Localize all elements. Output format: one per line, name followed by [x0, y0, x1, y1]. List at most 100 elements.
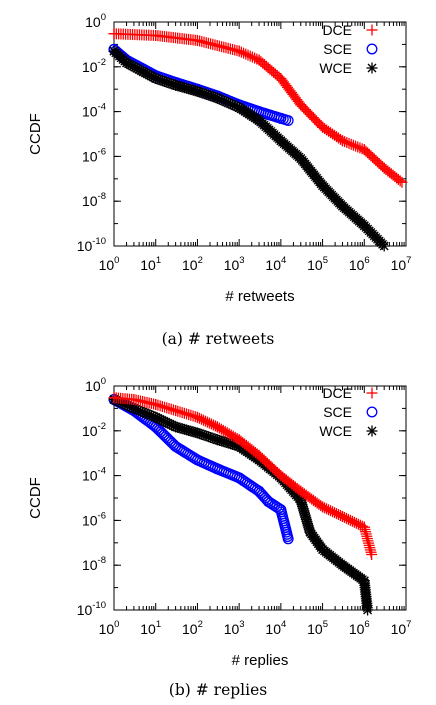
- data-point-dce: [150, 29, 162, 41]
- data-point-wce: [170, 79, 182, 91]
- marker-dce: [345, 138, 357, 150]
- marker-dce: [185, 409, 197, 421]
- figure-caption: (b) # replies: [169, 681, 267, 699]
- data-point-dce: [211, 421, 223, 433]
- data-point-dce: [150, 398, 162, 410]
- data-point-dce: [295, 99, 307, 111]
- y-tick-label: 10-6: [82, 146, 106, 164]
- x-tick-label: 104: [265, 255, 286, 273]
- legend-marker-dce: [366, 24, 378, 36]
- data-point-wce: [336, 200, 348, 212]
- legend-marker-wce: [366, 62, 378, 74]
- y-axis-label: CCDF: [27, 477, 44, 519]
- series-dce: [108, 392, 378, 561]
- data-point-dce: [108, 392, 120, 404]
- series-sce: [108, 43, 294, 126]
- y-axis-label: CCDF: [27, 113, 44, 155]
- y-tick-label: 10-10: [77, 236, 106, 254]
- data-point-dce: [128, 393, 140, 405]
- data-point-sce: [275, 504, 287, 516]
- x-tick-label: 100: [99, 255, 120, 273]
- marker-dce: [178, 407, 190, 419]
- legend-label-sce: SCE: [323, 404, 352, 420]
- marker-dce: [352, 141, 364, 153]
- marker-dce: [341, 137, 353, 149]
- data-point-dce: [358, 144, 370, 156]
- marker-dce: [235, 46, 247, 58]
- y-tick-label: 10-4: [82, 466, 106, 484]
- data-point-wce: [191, 85, 203, 97]
- marker-dce: [152, 399, 164, 411]
- data-point-wce: [150, 73, 162, 85]
- data-point-wce: [211, 92, 223, 104]
- data-point-wce: [150, 411, 162, 423]
- y-tick-label: 10-4: [82, 102, 106, 120]
- x-tick-label: 106: [349, 619, 370, 637]
- data-point-dce: [378, 162, 390, 174]
- data-point-dce: [108, 28, 120, 40]
- legend-label-sce: SCE: [323, 41, 352, 57]
- marker-dce: [347, 139, 359, 151]
- data-point-sce: [191, 454, 203, 466]
- x-axis-label: # retweets: [225, 288, 294, 305]
- data-point-dce: [170, 405, 182, 417]
- data-point-sce: [262, 496, 274, 507]
- marker-dce: [154, 400, 166, 412]
- marker-dce: [187, 410, 199, 422]
- legend-marker-sce: [366, 406, 378, 418]
- x-tick-label: 107: [391, 619, 412, 637]
- marker-dce: [394, 175, 406, 187]
- data-point-wce: [191, 427, 203, 439]
- marker-dce: [244, 50, 256, 62]
- data-point-dce: [366, 549, 378, 561]
- marker-dce: [343, 137, 355, 149]
- data-point-dce: [317, 121, 329, 133]
- legend-label-wce: WCE: [319, 60, 352, 76]
- data-point-wce: [358, 575, 370, 587]
- data-point-dce: [336, 510, 348, 522]
- data-point-wce: [253, 115, 265, 127]
- marker-dce: [249, 52, 261, 64]
- figure-caption: (a) # retweets: [162, 330, 275, 348]
- data-point-dce: [336, 135, 348, 147]
- marker-dce: [167, 404, 179, 416]
- marker-dce: [161, 402, 173, 414]
- series-dce: [108, 28, 408, 188]
- legend-marker-wce: [366, 425, 378, 437]
- data-point-dce: [317, 501, 329, 513]
- marker-dce: [181, 408, 193, 420]
- marker-dce: [246, 51, 258, 63]
- y-tick-label: 10-2: [82, 57, 106, 75]
- marker-dce: [350, 140, 362, 152]
- data-point-dce: [396, 176, 408, 188]
- x-tick-label: 102: [182, 619, 203, 637]
- marker-dce: [240, 48, 252, 60]
- marker-dce: [354, 142, 366, 154]
- marker-dce: [163, 403, 175, 415]
- marker-dce: [242, 49, 254, 61]
- data-point-sce: [282, 115, 294, 126]
- chart-retweets: 100 101 102 103 104 105 106 107 100 10-2 10-4 10-6 1…: [27, 12, 411, 348]
- legend-marker-dce: [366, 387, 378, 399]
- data-point-wce: [317, 544, 329, 556]
- legend: DCE SCE WCE: [319, 385, 378, 439]
- legend-label-dce: DCE: [322, 22, 352, 38]
- data-point-sce: [275, 112, 287, 124]
- marker-dce: [176, 407, 188, 419]
- y-tick-label: 10-8: [82, 555, 106, 573]
- x-tick-label: 101: [140, 619, 161, 637]
- data-point-dce: [295, 485, 307, 497]
- x-tick-label: 102: [182, 255, 203, 273]
- legend-marker-sce: [366, 43, 378, 55]
- data-point-wce: [233, 102, 245, 114]
- legend: DCE SCE WCE: [319, 22, 378, 76]
- data-point-sce: [253, 485, 265, 497]
- y-tick-label: 10-8: [82, 191, 106, 209]
- plot-frame: [113, 21, 407, 247]
- data-point-sce: [282, 533, 294, 545]
- data-point-dce: [233, 45, 245, 57]
- data-point-dce: [275, 470, 287, 482]
- x-tick-label: 103: [224, 619, 245, 637]
- x-tick-label: 101: [140, 255, 161, 273]
- data-point-dce: [233, 434, 245, 446]
